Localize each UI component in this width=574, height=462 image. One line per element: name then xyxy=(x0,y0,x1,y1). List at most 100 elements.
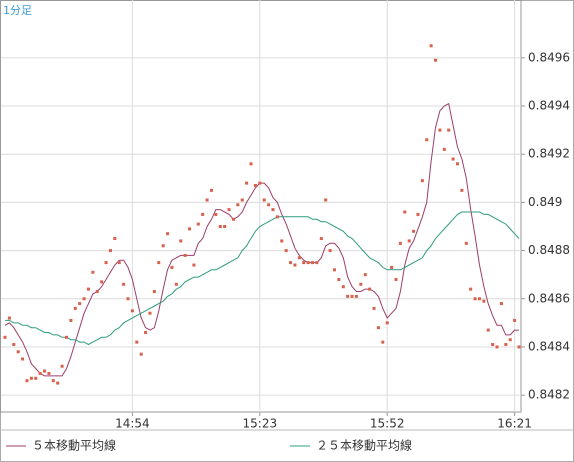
price-point xyxy=(385,321,389,325)
x-tick-label: 14:54 xyxy=(115,417,150,431)
price-point xyxy=(332,268,336,272)
legend-label: ２５本移動平均線 xyxy=(316,438,412,453)
price-point xyxy=(65,335,69,339)
price-point xyxy=(434,58,438,62)
ma-line xyxy=(4,102,519,377)
price-point xyxy=(381,340,385,344)
price-point xyxy=(390,265,394,269)
price-point xyxy=(477,297,481,301)
price-point xyxy=(416,212,420,216)
price-point xyxy=(486,328,490,332)
price-point xyxy=(324,198,328,202)
price-point xyxy=(91,270,95,274)
price-point xyxy=(499,302,503,306)
price-point xyxy=(306,261,310,265)
price-point xyxy=(148,311,152,315)
price-point xyxy=(69,318,73,322)
price-point xyxy=(425,138,429,142)
price-point xyxy=(275,215,279,219)
price-point xyxy=(100,280,104,284)
price-point xyxy=(166,232,170,236)
price-point xyxy=(442,147,446,151)
price-point xyxy=(214,212,218,216)
price-point xyxy=(337,277,341,281)
price-point xyxy=(43,369,47,373)
price-point xyxy=(95,290,99,294)
price-point xyxy=(21,357,25,361)
price-point xyxy=(460,188,464,192)
price-point xyxy=(354,294,358,298)
price-point xyxy=(504,343,508,347)
price-point xyxy=(25,379,29,383)
price-point xyxy=(7,316,11,320)
price-point xyxy=(249,162,253,166)
price-point xyxy=(3,335,7,339)
y-tick-label: 0.849 xyxy=(528,195,562,209)
price-point xyxy=(315,261,319,265)
price-point xyxy=(188,227,192,231)
price-point xyxy=(218,224,222,228)
price-point xyxy=(394,277,398,281)
price-point xyxy=(73,306,77,310)
price-point xyxy=(223,224,227,228)
price-point xyxy=(363,273,367,277)
price-point xyxy=(341,285,345,289)
y-tick-label: 0.8488 xyxy=(528,243,570,257)
price-point xyxy=(201,212,205,216)
price-point xyxy=(403,210,407,214)
price-point xyxy=(38,371,42,375)
price-point xyxy=(491,343,495,347)
price-point xyxy=(192,263,196,267)
price-point xyxy=(113,237,117,241)
price-point xyxy=(447,128,451,132)
price-point xyxy=(135,340,139,344)
x-tick-label: 15:52 xyxy=(370,417,405,431)
price-point xyxy=(258,181,262,185)
price-point xyxy=(108,249,112,253)
price-point xyxy=(495,345,499,349)
y-tick-label: 0.8486 xyxy=(528,291,570,305)
price-point xyxy=(297,256,301,260)
price-point xyxy=(240,198,244,202)
price-point xyxy=(372,306,376,310)
price-point xyxy=(126,297,130,301)
price-point xyxy=(245,181,249,185)
plot-area xyxy=(0,0,522,413)
y-tick-label: 0.8492 xyxy=(528,147,570,161)
price-point xyxy=(311,261,315,265)
price-point xyxy=(455,162,459,166)
price-point xyxy=(473,297,477,301)
price-point xyxy=(34,376,38,380)
price-point xyxy=(139,352,143,356)
price-point xyxy=(86,287,90,291)
price-point xyxy=(438,128,442,132)
price-point xyxy=(359,282,363,286)
x-tick-label: 15:23 xyxy=(243,417,278,431)
price-point xyxy=(420,179,424,183)
price-point xyxy=(117,261,121,265)
price-point xyxy=(267,203,271,207)
price-point xyxy=(196,222,200,226)
price-point xyxy=(289,261,293,265)
price-point xyxy=(78,302,82,306)
price-point xyxy=(231,217,235,221)
price-point xyxy=(236,203,240,207)
y-tick-label: 0.8482 xyxy=(528,388,570,402)
subtitle: 1分足 xyxy=(3,4,32,17)
price-point xyxy=(412,229,416,233)
price-point xyxy=(130,309,134,313)
price-point xyxy=(508,338,512,342)
price-point xyxy=(183,253,187,257)
ma-line xyxy=(5,211,520,346)
price-point xyxy=(253,184,257,188)
y-tick-label: 0.8484 xyxy=(528,339,570,353)
y-tick-label: 0.8494 xyxy=(528,99,570,113)
price-point xyxy=(376,326,380,330)
price-point xyxy=(227,208,231,212)
price-point xyxy=(157,261,161,265)
legend-label: ５本移動平均線 xyxy=(32,438,116,453)
price-point xyxy=(82,297,86,301)
price-point xyxy=(482,299,486,303)
price-point xyxy=(104,261,108,265)
